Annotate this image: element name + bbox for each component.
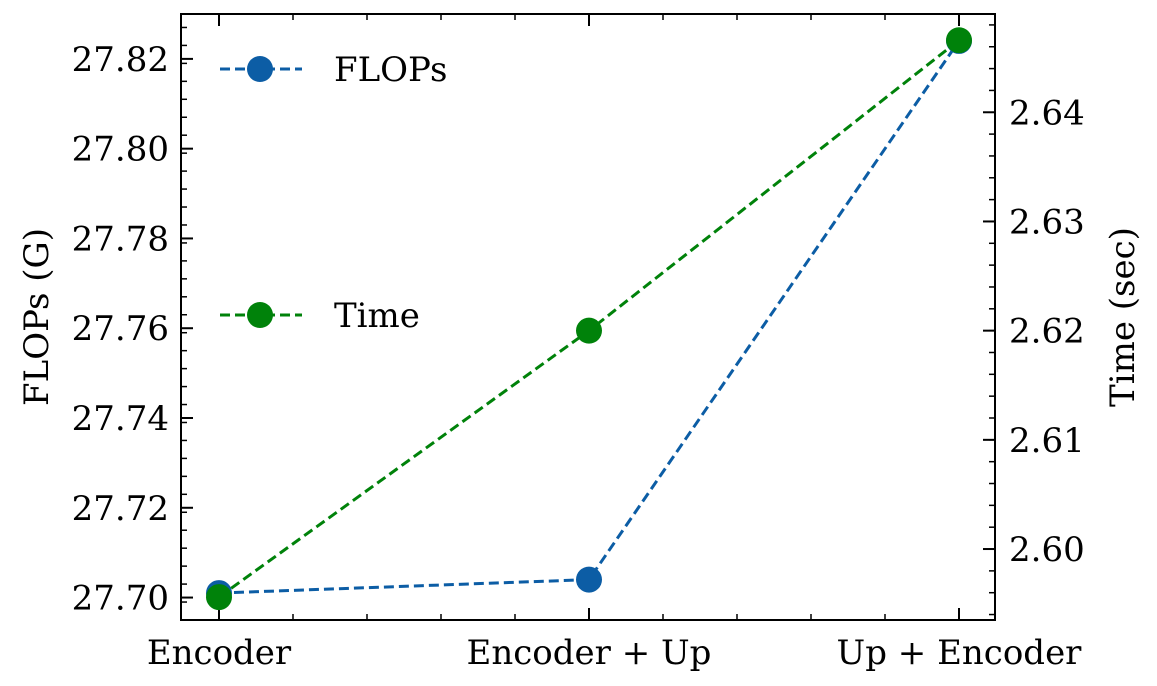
tick-layer xyxy=(181,14,995,621)
y-tick-label: 27.80 xyxy=(72,130,169,170)
y-axis-title: FLOPs (G) xyxy=(17,228,57,406)
data-point-time xyxy=(946,27,972,54)
y2-axis-title: Time (sec) xyxy=(1103,227,1143,407)
legend-entry-time: Time xyxy=(220,296,420,336)
y2-tick-label: 2.61 xyxy=(1009,421,1085,461)
y-tick-label: 27.82 xyxy=(72,40,169,80)
legend-label-time: Time xyxy=(334,296,420,336)
legend-marker-time xyxy=(247,302,273,328)
tick-label-layer: 27.70 27.72 27.74 27.76 27.78 27.80 27.82 2.60 2… xyxy=(72,40,1085,673)
series-line-flops xyxy=(218,40,961,595)
x-tick-label: Up + Encoder xyxy=(837,633,1083,673)
x-tick-label: Encoder + Up xyxy=(467,633,712,673)
y-tick-label: 27.70 xyxy=(72,579,169,619)
data-point-time xyxy=(576,317,602,344)
y2-tick-label: 2.64 xyxy=(1009,93,1085,133)
y2-tick-label: 2.62 xyxy=(1009,312,1085,352)
legend: FLOPs Time xyxy=(220,50,447,336)
data-point-flops xyxy=(576,566,602,593)
x-tick-label: Encoder xyxy=(147,633,292,673)
legend-label-flops: FLOPs xyxy=(334,50,447,90)
y-tick-label: 27.74 xyxy=(72,399,169,439)
y2-tick-label: 2.63 xyxy=(1009,202,1085,242)
legend-marker-flops xyxy=(247,56,273,82)
legend-entry-flops: FLOPs xyxy=(220,50,447,90)
y-tick-label: 27.76 xyxy=(72,309,169,349)
data-point-time xyxy=(206,584,232,611)
y-tick-label: 27.78 xyxy=(72,219,169,259)
plot-frame xyxy=(180,13,996,621)
series-layer xyxy=(206,27,972,611)
y2-tick-label: 2.60 xyxy=(1009,530,1085,570)
y-tick-label: 27.72 xyxy=(72,489,169,529)
